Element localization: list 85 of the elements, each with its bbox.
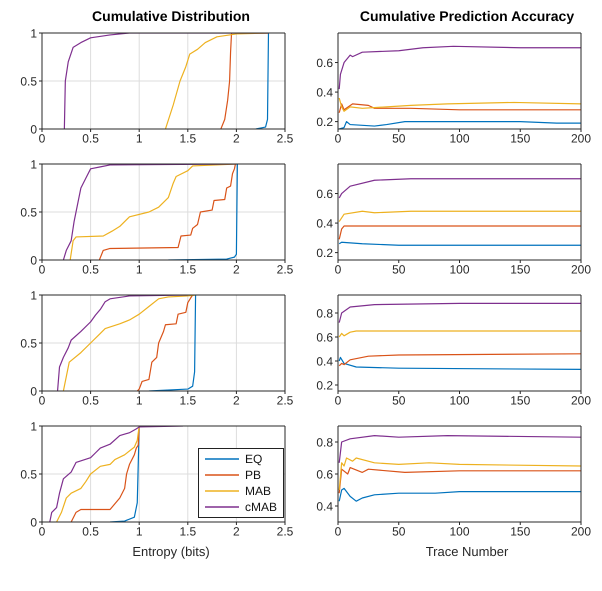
line-series [338, 488, 581, 502]
y-tick-label: 0 [30, 253, 38, 268]
y-tick-label: 0.4 [316, 85, 334, 100]
line-series [56, 426, 140, 522]
x-tick-label: 0.5 [82, 524, 100, 539]
x-tick-label: 150 [510, 262, 531, 277]
y-tick-label: 0.5 [20, 74, 38, 88]
line-series [338, 97, 581, 112]
y-tick-label: 0.2 [316, 378, 334, 392]
x-tick-label: 2 [233, 524, 240, 539]
y-tick-label: 0.8 [316, 435, 334, 450]
line-series [338, 353, 581, 366]
legend-label: MAB [244, 484, 271, 498]
y-tick-label: 0.5 [20, 467, 38, 482]
x-tick-label: 200 [570, 524, 592, 539]
x-tick-label: 1 [136, 262, 143, 277]
x-tick-label: 2.5 [276, 262, 294, 277]
x-tick-label: 0.5 [82, 394, 100, 408]
legend-label: EQ [244, 452, 262, 466]
x-tick-label: 1.5 [179, 132, 196, 146]
line-series [338, 435, 581, 464]
y-tick-label: 0.4 [316, 354, 334, 368]
y-tick-label: 1 [30, 288, 38, 302]
y-tick-label: 0.5 [20, 205, 38, 220]
x-tick-label: 1.5 [179, 394, 196, 408]
x-tick-label: 2 [233, 394, 240, 408]
x-tick-label: 200 [570, 394, 592, 408]
line-series [338, 457, 581, 491]
y-tick-label: 0 [30, 122, 38, 136]
legend-label: cMAB [244, 500, 277, 514]
x-tick-label: 2 [233, 262, 240, 277]
x-tick-label: 100 [449, 262, 470, 277]
y-tick-label: 0.2 [316, 114, 334, 129]
y-tick-label: 0.6 [316, 186, 334, 201]
line-series [338, 103, 581, 114]
line-series [338, 46, 581, 90]
y-tick-label: 0 [30, 384, 38, 398]
y-tick-label: 0.6 [316, 467, 334, 482]
x-tick-label: 150 [510, 524, 531, 539]
y-tick-label: 1 [30, 419, 38, 434]
x-tick-label: 1 [136, 524, 143, 539]
x-tick-label: 2.5 [276, 524, 294, 539]
x-tick-label: 2.5 [276, 132, 294, 146]
x-axis-title: Entropy (bits) [131, 544, 211, 559]
y-tick-label: 0 [30, 515, 38, 530]
x-tick-label: 1.5 [179, 524, 196, 539]
x-tick-label: 50 [392, 262, 406, 277]
y-tick-label: 0.5 [20, 336, 38, 350]
chart-title: Cumulative Prediction Accuracy [358, 8, 576, 26]
y-tick-label: 0.4 [316, 216, 334, 230]
x-tick-label: 0.5 [82, 132, 100, 146]
x-tick-label: 200 [570, 132, 592, 146]
x-tick-label: 100 [449, 132, 470, 146]
line-series [255, 33, 270, 129]
line-series [338, 178, 581, 199]
x-tick-label: 50 [392, 394, 406, 408]
line-series [338, 356, 581, 370]
line-series [338, 210, 581, 222]
x-tick-label: 150 [510, 132, 531, 146]
y-tick-label: 1 [30, 157, 38, 172]
x-tick-label: 1 [136, 132, 143, 146]
x-tick-label: 0.5 [82, 262, 100, 277]
y-tick-label: 0.4 [316, 499, 334, 514]
line-series [338, 467, 581, 494]
x-axis-title: Trace Number [424, 544, 510, 559]
x-tick-label: 50 [392, 132, 406, 146]
x-tick-label: 1 [136, 394, 143, 408]
y-tick-label: 1 [30, 26, 38, 40]
line-series [98, 164, 237, 260]
line-series [338, 302, 581, 324]
y-tick-label: 0.6 [316, 330, 334, 344]
line-series [136, 295, 194, 391]
x-tick-label: 100 [449, 524, 470, 539]
y-tick-label: 0.8 [316, 306, 334, 320]
x-tick-label: 50 [392, 524, 406, 539]
chart-title: Cumulative Distribution [91, 8, 251, 26]
x-tick-label: 150 [510, 394, 531, 408]
legend-label: PB [244, 468, 261, 482]
x-tick-label: 2 [233, 132, 240, 146]
x-tick-label: 200 [570, 262, 592, 277]
x-tick-label: 100 [449, 394, 470, 408]
x-tick-label: 2.5 [276, 394, 294, 408]
y-tick-label: 0.2 [316, 246, 334, 260]
x-tick-label: 1.5 [179, 262, 196, 277]
y-tick-label: 0.6 [316, 56, 334, 70]
